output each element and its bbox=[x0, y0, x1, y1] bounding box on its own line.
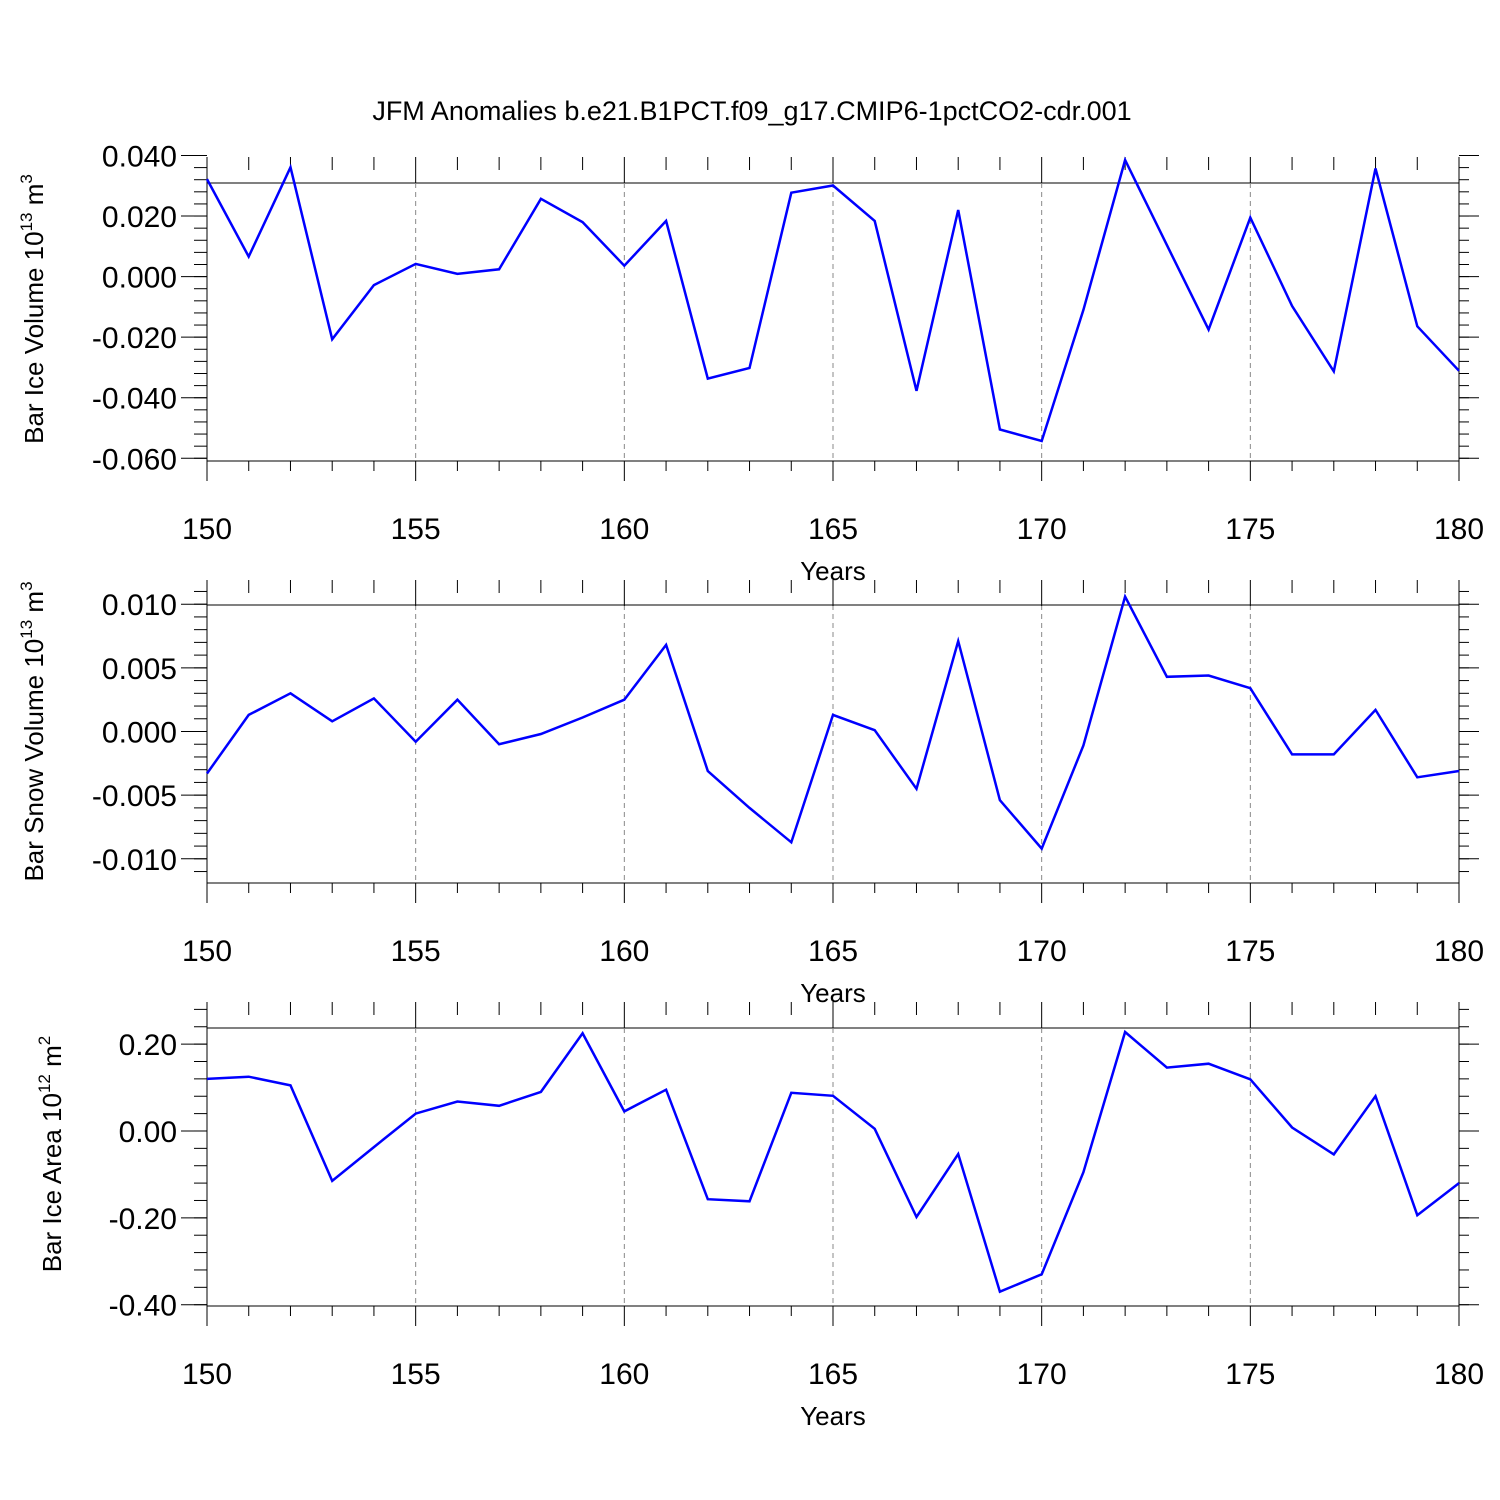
x-tick-label: 175 bbox=[1225, 935, 1275, 968]
x-tick-label: 150 bbox=[182, 1358, 232, 1391]
y-axis-label-unit: m bbox=[37, 1045, 67, 1074]
x-tick-label: 165 bbox=[808, 935, 858, 968]
y-axis-label-main: Bar Ice Area 10 bbox=[37, 1093, 67, 1272]
y-axis-label-exponent: 13 bbox=[17, 620, 36, 639]
y-tick-label: -0.010 bbox=[92, 844, 177, 877]
series-line-snow-volume bbox=[205, 593, 1460, 851]
y-axis-label-unit-exponent: 3 bbox=[17, 174, 36, 183]
y-axis-label-main: Bar Ice Volume 10 bbox=[19, 231, 49, 443]
series-line-ice-volume bbox=[205, 156, 1460, 443]
y-tick-label: -0.060 bbox=[92, 443, 177, 476]
y-axis-label-unit: m bbox=[19, 591, 49, 620]
y-axis-label-unit-exponent: 2 bbox=[35, 1036, 54, 1045]
y-axis-label: Bar Ice Volume 1013 m3 bbox=[17, 174, 49, 444]
x-tick-label: 155 bbox=[391, 513, 441, 546]
y-axis-label-exponent: 13 bbox=[17, 212, 36, 231]
y-axis-label-unit: m bbox=[19, 184, 49, 213]
x-axis-label: Years bbox=[800, 1401, 866, 1431]
y-axis-label: Bar Snow Volume 1013 m3 bbox=[17, 581, 49, 881]
x-tick-label: 180 bbox=[1434, 513, 1484, 546]
x-tick-label: 175 bbox=[1225, 513, 1275, 546]
y-tick-label: 0.000 bbox=[102, 717, 177, 750]
panels: 150 155 160 165 170 175 180 0.040 0.020 0.000 -0.0… bbox=[17, 140, 1484, 1431]
y-axis-label-exponent: 12 bbox=[35, 1074, 54, 1093]
y-tick-label: 0.010 bbox=[102, 589, 177, 622]
panel-snow-volume: 150 155 160 165 170 175 180 0.010 0.005 0.000 -0.0… bbox=[17, 580, 1484, 1008]
y-tick-label: -0.40 bbox=[109, 1290, 177, 1323]
x-tick-label: 150 bbox=[182, 935, 232, 968]
x-tick-label: 165 bbox=[808, 1358, 858, 1391]
y-tick-label: 0.040 bbox=[102, 140, 177, 173]
series-line-ice-area bbox=[206, 1029, 1460, 1294]
y-tick-label: 0.00 bbox=[119, 1116, 177, 1149]
x-tick-label: 155 bbox=[391, 1358, 441, 1391]
x-tick-label: 170 bbox=[1017, 935, 1067, 968]
x-tick-label: 160 bbox=[599, 513, 649, 546]
x-tick-label: 180 bbox=[1434, 935, 1484, 968]
x-tick-label: 180 bbox=[1434, 1358, 1484, 1391]
x-tick-label: 170 bbox=[1017, 1358, 1067, 1391]
y-tick-label: -0.005 bbox=[92, 780, 177, 813]
x-tick-label: 165 bbox=[808, 513, 858, 546]
x-tick-label: 160 bbox=[599, 935, 649, 968]
x-tick-label: 160 bbox=[599, 1358, 649, 1391]
chart-title: JFM Anomalies b.e21.B1PCT.f09_g17.CMIP6-… bbox=[372, 96, 1131, 126]
x-tick-label: 175 bbox=[1225, 1358, 1275, 1391]
panel-ice-area: 150 155 160 165 170 175 180 0.20 0.00 -0.20 -0.40 Y… bbox=[35, 1002, 1484, 1431]
x-tick-label: 170 bbox=[1017, 513, 1067, 546]
y-axis-label: Bar Ice Area 1012 m2 bbox=[35, 1036, 67, 1273]
y-axis-label-unit-exponent: 3 bbox=[17, 581, 36, 590]
y-tick-label: 0.020 bbox=[102, 201, 177, 234]
x-tick-label: 155 bbox=[391, 935, 441, 968]
y-tick-label: 0.000 bbox=[102, 262, 177, 295]
y-tick-label: -0.040 bbox=[92, 383, 177, 416]
y-tick-label: 0.20 bbox=[119, 1029, 177, 1062]
y-tick-label: -0.20 bbox=[109, 1203, 177, 1236]
y-tick-label: 0.005 bbox=[102, 653, 177, 686]
panel-ice-volume: 150 155 160 165 170 175 180 0.040 0.020 0.000 -0.0… bbox=[17, 140, 1484, 586]
x-tick-label: 150 bbox=[182, 513, 232, 546]
y-axis-label-main: Bar Snow Volume 10 bbox=[19, 639, 49, 882]
y-tick-label: -0.020 bbox=[92, 322, 177, 355]
